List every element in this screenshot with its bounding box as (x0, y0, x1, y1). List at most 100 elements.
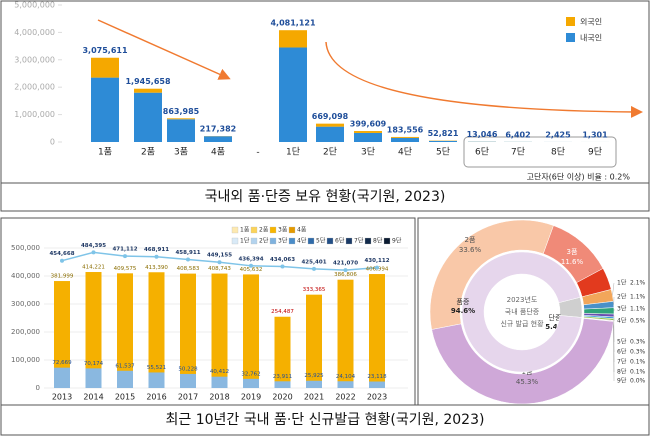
bar-segment (316, 126, 344, 142)
bar-segment (134, 88, 162, 93)
value-label: 408,583 (177, 266, 200, 272)
x-tick-label: 2023 (367, 393, 387, 402)
bar (243, 274, 259, 388)
caption-box (0, 404, 650, 436)
bar (148, 272, 165, 388)
slice-value: 33.6% (459, 246, 482, 254)
value-label: 32,762 (241, 371, 260, 377)
legend-swatch (566, 33, 575, 42)
value-label: 1,945,658 (125, 77, 170, 86)
bar (117, 370, 133, 388)
legend-label: 7단 (354, 237, 364, 245)
bar (54, 367, 70, 388)
value-label: 409,575 (114, 266, 137, 272)
bar (180, 373, 196, 388)
bar-segment (91, 77, 119, 142)
value-label: 254,487 (271, 309, 294, 315)
note: 고단자(6단 이상) 비율 : 0.2% (527, 172, 631, 182)
legend-swatch (307, 237, 315, 245)
value-label: 436,394 (238, 256, 263, 262)
y-tick-label: 300,000 (11, 300, 40, 308)
value-label: 55,521 (147, 365, 166, 371)
value-label: 3,075,611 (82, 46, 127, 55)
x-tick-label: 9단 (588, 147, 602, 158)
slice-name: 8단 (617, 368, 627, 376)
value-label: 399,609 (350, 120, 387, 129)
slice-name: 2단 (617, 293, 627, 301)
x-tick-label: 2품 (141, 147, 155, 158)
bar-segment (391, 137, 419, 142)
value-label: 408,743 (208, 266, 231, 272)
value-label: 421,070 (333, 261, 358, 267)
bar (337, 279, 354, 388)
value-label: 4,081,121 (270, 19, 315, 28)
x-tick-label: 1품 (98, 147, 112, 158)
bar (274, 316, 291, 388)
bar-segment (316, 123, 344, 127)
value-label: 454,668 (49, 251, 74, 257)
bar (243, 378, 259, 388)
legend-label: 내국인 (580, 33, 602, 43)
value-label: 430,112 (364, 258, 389, 264)
bar (306, 294, 322, 388)
legend-swatch (288, 237, 296, 245)
x-tick-label: 2016 (146, 393, 166, 402)
top-panel (0, 0, 650, 212)
legend-swatch (231, 226, 239, 234)
donut-slice (429, 219, 554, 330)
value-label: 24,104 (336, 374, 356, 380)
value-label: 23,911 (273, 374, 292, 380)
bar (148, 372, 165, 388)
value-label: 425,401 (301, 259, 326, 265)
legend-swatch (250, 226, 258, 234)
legend-swatch (288, 226, 296, 234)
slice-value: 0.5% (630, 318, 646, 325)
x-tick-label: - (256, 148, 259, 158)
value-label: 471,112 (112, 247, 137, 253)
legend-swatch (231, 237, 239, 245)
inner-value: 94.6% (451, 307, 475, 315)
bar-segment (354, 132, 382, 142)
value-label: 2,425 (545, 130, 571, 139)
value-label: 61,537 (115, 363, 135, 369)
bar-segment (91, 57, 119, 78)
y-tick-label: 100,000 (11, 356, 40, 364)
bar (337, 381, 354, 388)
bar-segment (429, 140, 457, 142)
legend-label: 3단 (278, 237, 288, 245)
slice-value: 1.1% (630, 294, 646, 301)
bar-segment (167, 118, 195, 120)
x-tick-label: 8단 (551, 147, 565, 158)
slice-value: 2.1% (630, 280, 646, 287)
bar (274, 381, 291, 388)
x-tick-label: 1단 (286, 147, 300, 158)
line-point (60, 258, 64, 263)
leader-line (612, 282, 615, 296)
x-tick-label: 4품 (211, 147, 225, 158)
inner-name: 품증 (457, 298, 470, 306)
line-point (249, 263, 253, 268)
x-tick-label: 2017 (178, 393, 198, 402)
bar-segment (391, 136, 419, 138)
x-tick-label: 2021 (304, 393, 324, 402)
value-label: 13,046 (467, 130, 498, 139)
line-point (217, 260, 222, 265)
slice-name: 1단 (617, 279, 627, 287)
x-tick-label: 3품 (174, 147, 188, 158)
bar-segment (134, 92, 162, 142)
bar (369, 381, 385, 388)
y-tick-label: 1,000,000 (14, 110, 55, 119)
value-label: 25,925 (304, 373, 324, 379)
y-tick-label: 5,000,000 (14, 1, 55, 10)
bar-segment (279, 30, 307, 48)
y-tick-label: 2,000,000 (14, 83, 55, 92)
legend-label: 6단 (335, 237, 345, 245)
bar-segment (204, 136, 232, 142)
x-tick-label: 4단 (398, 147, 412, 158)
legend-label: 3품 (278, 227, 288, 234)
x-tick-label: 6단 (475, 147, 489, 158)
legend-label: 4단 (297, 237, 307, 245)
slice-value: 0.1% (630, 359, 646, 366)
slice-value: 0.1% (630, 369, 646, 376)
value-label: 449,155 (207, 253, 232, 259)
